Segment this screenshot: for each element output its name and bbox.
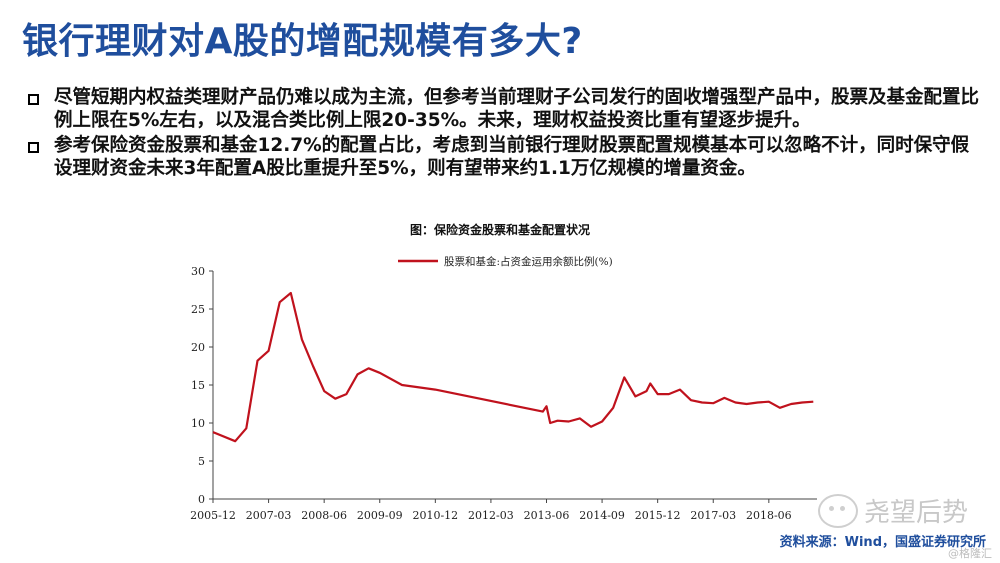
bullet-item: 参考保险资金股票和基金12.7%的配置占比，考虑到当前银行理财股票配置规模基本可…	[22, 134, 982, 180]
bullet-text: 尽管短期内权益类理财产品仍难以成为主流，但参考当前理财子公司发行的固收增强型产品…	[54, 87, 980, 131]
x-tick-label: 2012-03	[468, 509, 514, 522]
series-line	[212, 291, 814, 443]
x-tick-label: 2017-03	[690, 509, 736, 522]
chart-axes	[212, 271, 817, 500]
slide-title: 银行理财对A股的增配规模有多大?	[22, 21, 583, 62]
y-tick-label: 20	[191, 341, 205, 354]
y-tick-label: 10	[191, 417, 205, 430]
bullet-list: 尽管短期内权益类理财产品仍难以成为主流，但参考当前理财子公司发行的固收增强型产品…	[22, 86, 982, 182]
x-tick-label: 2005-12	[190, 509, 236, 522]
y-tick-label: 25	[191, 303, 205, 316]
x-tick-label: 2009-09	[357, 509, 403, 522]
source-note: 资料来源：Wind，国盛证券研究所	[779, 535, 986, 550]
y-tick-label: 0	[198, 493, 205, 506]
x-tick-label: 2018-06	[746, 509, 792, 522]
x-tick-label: 2008-06	[301, 509, 347, 522]
x-tick-label: 2010-12	[412, 509, 458, 522]
y-tick-label: 30	[191, 265, 205, 278]
y-tick-label: 5	[198, 455, 205, 468]
wechat-icon	[818, 493, 858, 528]
square-bullet-icon	[28, 142, 39, 153]
watermark: 尧望后势	[818, 492, 968, 529]
x-tick-label: 2014-09	[579, 509, 625, 522]
y-axis-ticks: 0 5 10 15 20 25 30	[191, 265, 213, 506]
watermark-text: 尧望后势	[864, 498, 969, 528]
x-tick-label: 2007-03	[246, 509, 292, 522]
bullet-text: 参考保险资金股票和基金12.7%的配置占比，考虑到当前银行理财股票配置规模基本可…	[54, 135, 970, 179]
bullet-item: 尽管短期内权益类理财产品仍难以成为主流，但参考当前理财子公司发行的固收增强型产品…	[22, 86, 982, 132]
x-tick-label: 2013-06	[524, 509, 570, 522]
x-axis-ticks: 2005-12 2007-03 2008-06 2009-09 2010-12 2012-…	[190, 499, 792, 522]
chart-legend: 股票和基金:占资金运用余额比例(%)	[398, 255, 613, 268]
square-bullet-icon	[28, 94, 39, 105]
chart-title: 图：保险资金股票和基金配置状况	[409, 223, 590, 237]
x-tick-label: 2015-12	[635, 509, 681, 522]
legend-label: 股票和基金:占资金运用余额比例(%)	[444, 255, 613, 268]
y-tick-label: 15	[191, 379, 205, 392]
watermark-secondary: @格隆汇	[948, 547, 992, 560]
